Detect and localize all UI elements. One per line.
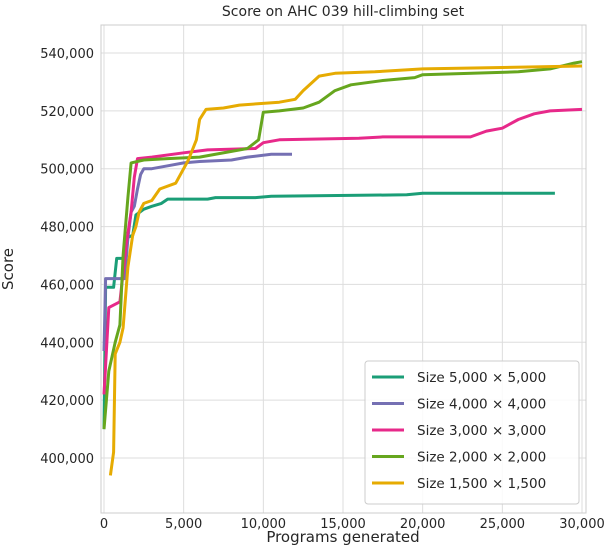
x-tick-label: 30,000 (559, 517, 605, 532)
chart-title: Score on AHC 039 hill-climbing set (222, 4, 465, 20)
series-lines (102, 60, 583, 476)
x-tick-label: 25,000 (480, 517, 526, 532)
series-line-0 (102, 191, 555, 430)
y-axis-ticks: 400,000 420,000 440,000 460,000 480,000 500,0… (40, 47, 94, 467)
x-tick-label: 15,000 (320, 517, 366, 532)
x-tick-label: 0 (100, 517, 108, 532)
y-tick-label: 420,000 (40, 394, 94, 409)
legend-label: Size 4,000 × 4,000 (417, 397, 546, 413)
legend-label: Size 1,500 × 1,500 (417, 476, 546, 492)
y-tick-label: 480,000 (40, 221, 94, 236)
legend-label: Size 2,000 × 2,000 (417, 450, 546, 466)
legend-label: Size 5,000 × 5,000 (417, 370, 546, 386)
y-tick-label: 520,000 (40, 105, 94, 120)
y-tick-label: 400,000 (40, 452, 94, 467)
x-tick-label: 20,000 (400, 517, 446, 532)
series-line-4 (108, 64, 583, 476)
y-tick-label: 540,000 (40, 47, 94, 62)
x-tick-label: 5,000 (165, 517, 202, 532)
y-tick-label: 440,000 (40, 336, 94, 351)
x-tick-label: 10,000 (241, 517, 287, 532)
legend-box (364, 360, 580, 505)
y-axis-label: Score (0, 248, 17, 290)
legend: Size 5,000 × 5,000 Size 4,000 × 4,000 Size… (364, 360, 580, 505)
x-axis-label: Programs generated (266, 528, 419, 546)
y-tick-label: 460,000 (40, 278, 94, 293)
y-tick-label: 500,000 (40, 163, 94, 178)
series-line-3 (102, 60, 583, 430)
plot-area (100, 24, 587, 514)
x-axis-ticks: 0 5,000 10,000 15,000 20,000 25,000 30,000 (100, 517, 605, 532)
series-line-2 (102, 107, 583, 395)
legend-label: Size 3,000 × 3,000 (417, 423, 546, 439)
